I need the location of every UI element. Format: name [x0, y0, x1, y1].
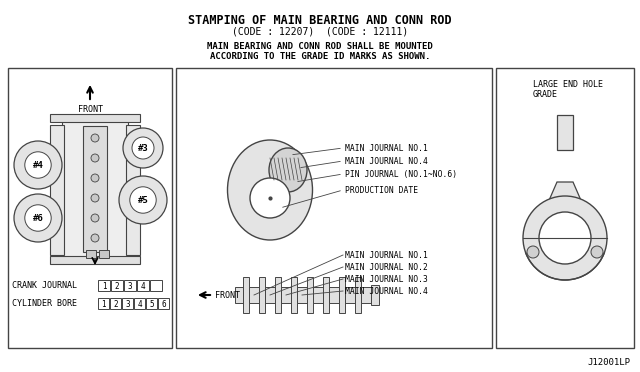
Text: LARGE END HOLE: LARGE END HOLE: [533, 80, 603, 89]
Circle shape: [91, 234, 99, 242]
Bar: [345, 287, 355, 303]
Polygon shape: [547, 182, 583, 205]
Bar: [158, 298, 169, 309]
Text: PRODUCTION DATE: PRODUCTION DATE: [345, 186, 418, 195]
Text: J12001LP: J12001LP: [587, 358, 630, 367]
Bar: [146, 298, 157, 309]
Text: #4: #4: [33, 160, 44, 170]
Text: 2: 2: [113, 300, 118, 309]
Bar: [557, 115, 573, 150]
Bar: [371, 285, 379, 305]
Text: 5: 5: [149, 300, 154, 309]
Circle shape: [91, 194, 99, 202]
Bar: [355, 277, 361, 313]
Bar: [275, 277, 281, 313]
Bar: [176, 68, 492, 348]
Text: #3: #3: [138, 144, 148, 153]
Text: #5: #5: [138, 196, 148, 205]
Bar: [323, 277, 329, 313]
Bar: [339, 277, 345, 313]
Text: 1: 1: [102, 282, 106, 291]
Circle shape: [25, 152, 51, 178]
Text: GRADE: GRADE: [533, 90, 558, 99]
Bar: [307, 277, 313, 313]
Text: 3: 3: [125, 300, 130, 309]
Text: MAIN JOURNAL NO.2: MAIN JOURNAL NO.2: [345, 263, 428, 272]
Bar: [150, 280, 162, 291]
Circle shape: [119, 176, 167, 224]
Bar: [137, 280, 149, 291]
Text: 4: 4: [137, 300, 142, 309]
Bar: [297, 287, 307, 303]
Text: ACCORDING TO THE GRADE ID MARKS AS SHOWN.: ACCORDING TO THE GRADE ID MARKS AS SHOWN…: [210, 52, 430, 61]
Circle shape: [25, 205, 51, 231]
Text: FRONT: FRONT: [77, 105, 102, 114]
Text: 6: 6: [161, 300, 166, 309]
Bar: [98, 280, 110, 291]
Text: MAIN JOURNAL NO.3: MAIN JOURNAL NO.3: [345, 275, 428, 283]
Text: FRONT: FRONT: [215, 291, 240, 299]
Bar: [50, 114, 140, 122]
Text: MAIN JOURNAL NO.4: MAIN JOURNAL NO.4: [345, 286, 428, 295]
Text: MAIN JOURNAL NO.1: MAIN JOURNAL NO.1: [345, 144, 428, 153]
Bar: [361, 287, 371, 303]
Bar: [126, 125, 140, 255]
Bar: [99, 250, 109, 258]
Ellipse shape: [227, 140, 312, 240]
Bar: [124, 280, 136, 291]
Bar: [86, 250, 96, 258]
Bar: [111, 280, 123, 291]
Bar: [83, 126, 107, 252]
Bar: [243, 277, 249, 313]
Circle shape: [250, 178, 290, 218]
Text: MAIN BEARING AND CONN ROD SHALL BE MOUNTED: MAIN BEARING AND CONN ROD SHALL BE MOUNT…: [207, 42, 433, 51]
Circle shape: [91, 134, 99, 142]
Bar: [110, 298, 121, 309]
Circle shape: [91, 174, 99, 182]
Bar: [291, 277, 297, 313]
Circle shape: [132, 137, 154, 159]
Bar: [329, 287, 339, 303]
Text: #6: #6: [33, 214, 44, 222]
Text: PIN JOURNAL (NO.1~NO.6): PIN JOURNAL (NO.1~NO.6): [345, 170, 457, 179]
Bar: [235, 287, 243, 303]
Bar: [50, 125, 64, 255]
Bar: [313, 287, 323, 303]
Bar: [98, 298, 109, 309]
Text: 4: 4: [141, 282, 145, 291]
Text: 3: 3: [128, 282, 132, 291]
Ellipse shape: [269, 148, 307, 192]
Text: 1: 1: [101, 300, 106, 309]
Circle shape: [527, 246, 539, 258]
Text: 2: 2: [115, 282, 119, 291]
Bar: [249, 287, 259, 303]
Circle shape: [14, 141, 62, 189]
Text: STAMPING OF MAIN BEARING AND CONN ROD: STAMPING OF MAIN BEARING AND CONN ROD: [188, 14, 452, 27]
Text: CRANK JOURNAL: CRANK JOURNAL: [12, 280, 77, 289]
Bar: [122, 298, 133, 309]
Bar: [134, 298, 145, 309]
Bar: [281, 287, 291, 303]
Text: MAIN JOURNAL NO.1: MAIN JOURNAL NO.1: [345, 250, 428, 260]
Circle shape: [91, 214, 99, 222]
Bar: [50, 256, 140, 264]
Circle shape: [523, 196, 607, 280]
Bar: [62, 118, 128, 262]
Text: (CODE : 12207)  (CODE : 12111): (CODE : 12207) (CODE : 12111): [232, 26, 408, 36]
Circle shape: [91, 154, 99, 162]
Circle shape: [123, 128, 163, 168]
Bar: [8, 68, 172, 348]
Bar: [496, 68, 634, 348]
Circle shape: [130, 187, 156, 213]
Circle shape: [539, 212, 591, 264]
Bar: [265, 287, 275, 303]
Text: MAIN JOURNAL NO.4: MAIN JOURNAL NO.4: [345, 157, 428, 166]
Circle shape: [14, 194, 62, 242]
Bar: [259, 277, 265, 313]
Circle shape: [591, 246, 603, 258]
Text: CYLINDER BORE: CYLINDER BORE: [12, 298, 77, 308]
